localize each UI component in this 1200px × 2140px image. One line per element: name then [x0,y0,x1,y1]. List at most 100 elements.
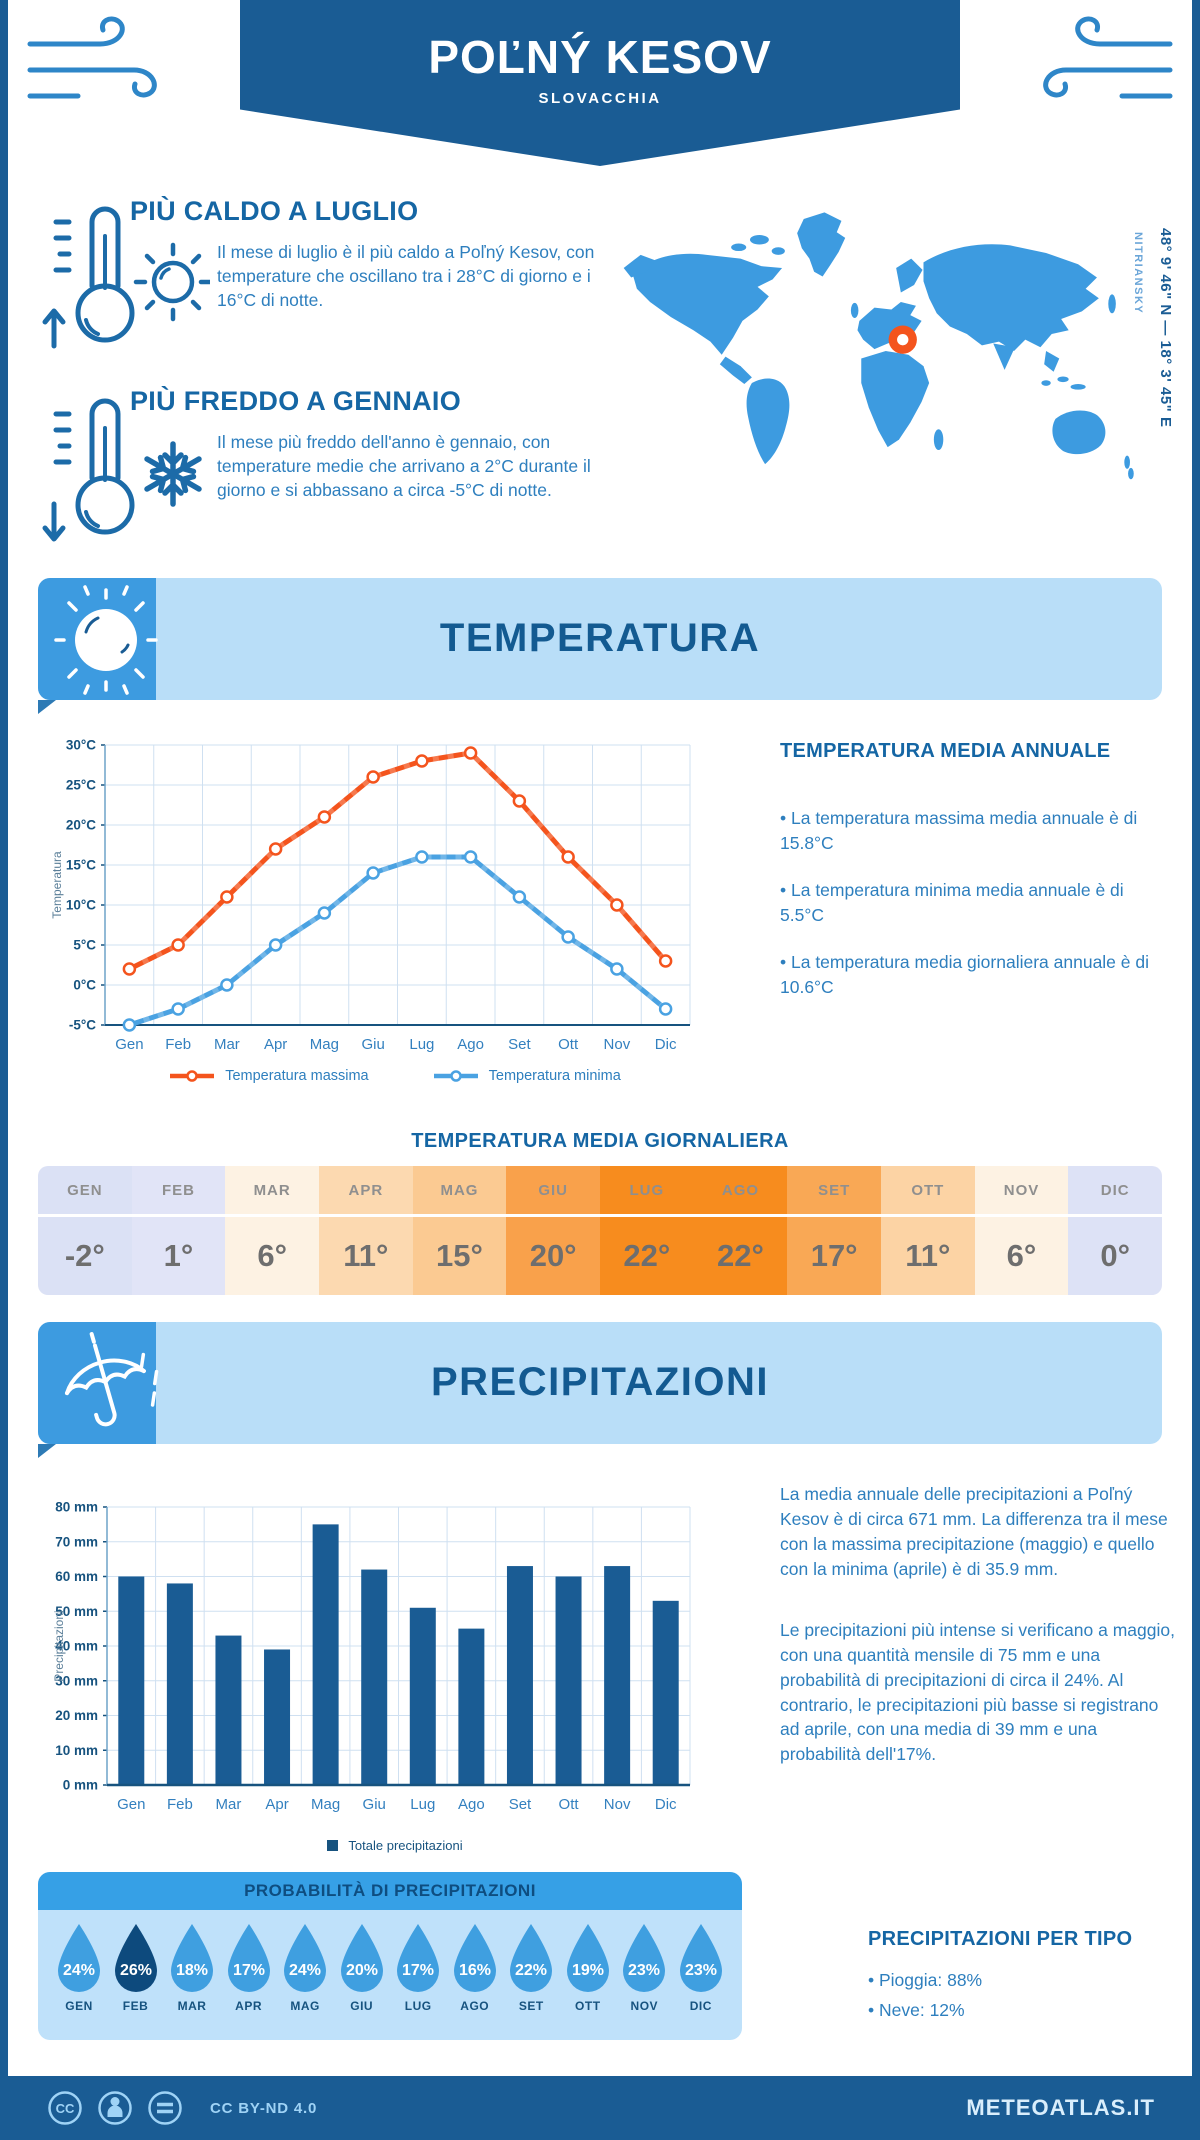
droplet-icon: 23% [679,1924,722,1992]
table-month-header: GIU [506,1166,600,1214]
probability-droplet: 16% AGO [448,1922,502,2013]
probability-droplets: 24% GEN 26% FEB 18% MAR 17% APR 24% MAG 20% GIU 17% L… [38,1910,742,2013]
site-label[interactable]: METEOATLAS.IT [966,2095,1155,2120]
table-month-header: MAG [412,1166,507,1214]
precipitation-section-title: PRECIPITAZIONI [430,1360,770,1404]
droplet-icon: 24% [284,1924,327,1992]
precipitation-paragraph: La media annuale delle precipitazioni a … [780,1484,1168,1579]
table-month-header: MAR [225,1166,319,1214]
footer: CC CC BY-ND 4.0 METEOATLAS.IT [0,2076,1200,2140]
probability-droplet: 17% APR [222,1922,276,2013]
table-month-header: LUG [599,1166,694,1214]
cold-text: Il mese più freddo dell'anno è gennaio, … [217,432,591,501]
svg-text:Gen: Gen [117,1796,145,1813]
coordinates-label: 48° 9' 46" N — 18° 3' 45" E [1157,228,1174,428]
table-month-header: GEN [38,1166,132,1214]
svg-text:22%: 22% [515,1962,547,1979]
svg-text:20%: 20% [346,1962,378,1979]
svg-text:5°C: 5°C [73,938,96,953]
svg-text:Set: Set [508,1036,531,1053]
svg-text:16%: 16% [459,1962,491,1979]
table-month-header: AGO [693,1166,788,1214]
annual-temperature-title: TEMPERATURA MEDIA ANNUALE [780,740,1111,762]
table-temperature-value: 6° [974,1217,1069,1295]
svg-text:24%: 24% [63,1962,95,1979]
precipitation-probability-panel: PROBABILITÀ DI PRECIPITAZIONI 24% GEN 26% F… [38,1872,742,2040]
svg-text:Feb: Feb [165,1036,191,1053]
svg-text:23%: 23% [628,1962,660,1979]
monthly-temperature-table: GEN FEB MAR APR MAG GIU LUG AGO SET OTT NOV DIC -2°… [38,1166,1162,1295]
droplet-icon: 16% [453,1924,496,1992]
probability-droplet: 23% DIC [674,1922,728,2013]
droplet-month-label: NOV [630,1999,659,2013]
table-temperature-value: -2° [38,1217,132,1295]
table-month-header: DIC [1068,1166,1162,1214]
droplet-month-label: GEN [65,1999,93,2013]
wind-icon [1043,16,1173,99]
svg-text:40 mm: 40 mm [55,1639,98,1654]
svg-text:10°C: 10°C [66,898,96,913]
svg-text:Mar: Mar [216,1796,242,1813]
svg-text:Nov: Nov [604,1036,631,1053]
svg-text:Ago: Ago [457,1036,484,1053]
precipitation-types-title: PRECIPITAZIONI PER TIPO [868,1928,1133,1950]
droplet-icon: 17% [397,1924,440,1992]
svg-text:0°C: 0°C [73,978,96,993]
ribbon-fold [38,700,56,714]
cold-title: PIÙ FREDDO A GENNAIO [130,386,462,416]
table-temperature-value: 1° [131,1217,226,1295]
precipitation-legend: Totale precipitazioni [45,1838,745,1853]
droplet-icon: 19% [566,1924,609,1992]
hot-text: Il mese di luglio è il più caldo a Poľný… [217,242,595,311]
svg-text:Dic: Dic [655,1796,677,1813]
region-label: NITRIANSKY [1132,232,1144,315]
table-temperature-value: 22° [693,1217,788,1295]
table-temperature-value: 11° [318,1217,413,1295]
svg-text:25°C: 25°C [66,778,96,793]
probability-droplet: 22% SET [504,1922,558,2013]
precipitation-paragraph: Le precipitazioni più intense si verific… [780,1620,1175,1765]
location-marker [888,325,917,354]
svg-text:Ago: Ago [458,1796,485,1813]
svg-text:80 mm: 80 mm [55,1500,98,1515]
precipitation-chart: 0 mm 10 mm 20 mm 30 mm 40 mm 50 mm 60 mm 70 mm 8… [52,1500,691,1813]
temperature-chart: -5°C 0°C 5°C 10°C 15°C 20°C 25°C 30°C Gen Feb Mar A… [50,738,691,1053]
annual-bullet: • La temperatura massima media annuale è… [780,808,1138,853]
svg-text:19%: 19% [572,1962,604,1979]
temperature-section-title: TEMPERATURA [439,616,761,660]
svg-text:Temperatura: Temperatura [50,851,64,919]
droplet-icon: 22% [510,1924,553,1992]
droplet-month-label: APR [235,1999,263,2013]
precipitation-section-banner: PRECIPITAZIONI [38,1322,1162,1458]
probability-droplet: 20% GIU [335,1922,389,2013]
svg-text:70 mm: 70 mm [55,1534,98,1549]
sun-icon [54,585,158,695]
droplet-month-label: LUG [404,1999,432,2013]
precipitation-type-bullet: • Neve: 12% [868,2000,965,2020]
svg-text:Mar: Mar [214,1036,240,1053]
cc-icon [48,2091,82,2125]
creative-commons-icons: CC [48,2091,182,2125]
svg-text:60 mm: 60 mm [55,1569,98,1584]
annual-bullet: • La temperatura media giornaliera annua… [780,952,1149,997]
annual-bullet: • La temperatura minima media annuale è … [780,880,1124,925]
svg-text:50 mm: 50 mm [55,1604,98,1619]
header-ribbon: POĽNÝ KESOV SLOVACCHIA [240,0,960,166]
droplet-month-label: MAR [177,1999,207,2013]
probability-droplet: 24% MAG [278,1922,332,2013]
umbrella-icon [64,1332,159,1427]
snowflake-icon [144,441,202,507]
svg-text:30 mm: 30 mm [55,1673,98,1688]
page-border-left [0,0,8,2140]
table-header-row: GEN FEB MAR APR MAG GIU LUG AGO SET OTT NOV DIC [38,1166,1162,1214]
svg-text:20°C: 20°C [66,818,96,833]
umbrella-icon-box [38,1322,156,1444]
legend-item: Totale precipitazioni [327,1838,463,1853]
svg-text:30°C: 30°C [66,738,96,753]
temperature-section-banner: TEMPERATURA [38,578,1162,714]
table-temperature-value: 11° [880,1217,975,1295]
hot-title: PIÙ CALDO A LUGLIO [130,196,419,226]
table-month-header: NOV [974,1166,1069,1214]
license-label: CC BY-ND 4.0 [210,2099,318,2117]
